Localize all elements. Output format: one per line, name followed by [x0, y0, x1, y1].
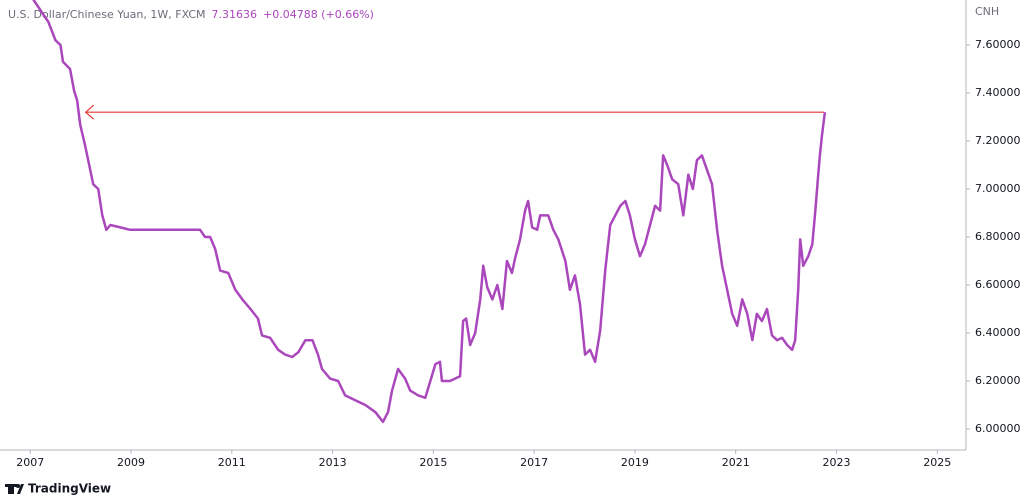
annotation-arrowhead: [84, 104, 95, 120]
price-line: [32, 0, 827, 424]
y-tick-label: 7.20000: [975, 134, 1021, 147]
y-tick-label: 7.00000: [975, 182, 1021, 195]
x-tick-label: 2015: [419, 456, 447, 469]
x-tick-label: 2017: [520, 456, 548, 469]
x-tick-label: 2021: [722, 456, 750, 469]
x-tick-label: 2019: [621, 456, 649, 469]
y-tick-label: 7.60000: [975, 38, 1021, 51]
change: +0.04788 (+0.66%): [263, 8, 374, 21]
y-axis-label: CNH: [975, 5, 999, 18]
x-tick-label: 2025: [923, 456, 951, 469]
y-tick-label: 6.80000: [975, 230, 1021, 243]
x-tick-label: 2013: [319, 456, 347, 469]
x-tick-label: 2009: [117, 456, 145, 469]
y-tick-label: 6.60000: [975, 278, 1021, 291]
last-value: 7.31636: [211, 8, 257, 21]
chart-title: U.S. Dollar/Chinese Yuan, 1W, FXCM: [8, 8, 205, 21]
y-tick-label: 6.20000: [975, 374, 1021, 387]
y-tick-label: 7.40000: [975, 86, 1021, 99]
x-tick-label: 2023: [822, 456, 850, 469]
brand: TradingView: [28, 482, 111, 496]
x-tick-label: 2011: [218, 456, 246, 469]
brand-logo: [5, 484, 24, 494]
y-tick-label: 6.00000: [975, 422, 1021, 435]
x-tick-label: 2007: [16, 456, 44, 469]
y-tick-label: 6.40000: [975, 326, 1021, 339]
